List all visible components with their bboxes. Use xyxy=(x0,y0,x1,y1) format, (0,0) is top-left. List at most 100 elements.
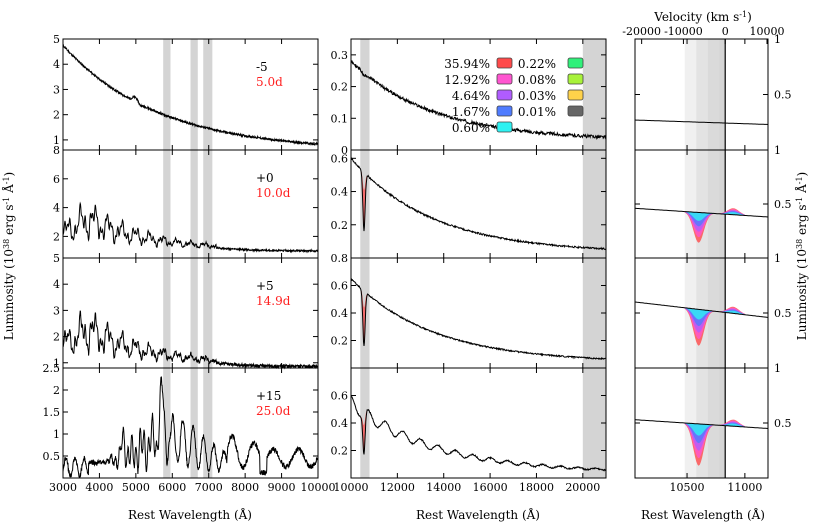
y-tick-label-nir: 0.2 xyxy=(331,445,349,458)
spectrum-lines xyxy=(62,43,769,479)
legend-swatch xyxy=(567,57,584,69)
x-tick-label-near-infrared: 16000 xyxy=(473,481,508,494)
y-tick-label-optical: 2 xyxy=(53,230,60,243)
velocity-tick-label: 10000 xyxy=(749,25,784,38)
y-tick-label-optical: 2 xyxy=(53,384,60,397)
legend-swatch xyxy=(496,105,513,117)
phase-label: -5 xyxy=(256,60,268,74)
x-tick-label-near-infrared: 14000 xyxy=(426,481,461,494)
legend-swatch xyxy=(567,89,584,101)
optical-spectrum--5 xyxy=(62,43,319,146)
x-tick-label-optical: 5000 xyxy=(122,481,150,494)
y-tick-label-nir: 0.8 xyxy=(331,252,349,265)
legend-swatch xyxy=(496,73,513,85)
legend-label: 0.22% xyxy=(518,57,556,71)
x-tick-label-near-infrared: 20000 xyxy=(565,481,600,494)
time-label: 10.0d xyxy=(256,186,291,200)
x-axis-title-zoom: Rest Wavelength (Å) xyxy=(641,507,765,522)
y-tick-label-optical: 1 xyxy=(53,134,60,147)
x-tick-label-optical: 8000 xyxy=(231,481,259,494)
y-tick-label-zoom: 1 xyxy=(774,144,781,157)
zoom-spectrum--5 xyxy=(634,119,769,125)
zoom-spectrum-+5 xyxy=(634,301,769,318)
optical-spectrum-+5 xyxy=(62,310,319,370)
y-tick-label-nir: 0.6 xyxy=(331,280,349,293)
velocity-axis-title: Velocity (km s-1) xyxy=(653,10,752,24)
legend-swatch xyxy=(496,57,513,69)
y-tick-label-optical: 5 xyxy=(53,252,60,265)
zoom-helium-fill-+15-4 xyxy=(684,423,745,436)
x-tick-label-He-I-10830-zoom: 10500 xyxy=(670,481,705,494)
y-tick-label-nir: 0.1 xyxy=(331,112,349,125)
velocity-tick-label: -10000 xyxy=(664,25,703,38)
x-axis-title-nir: Rest Wavelength (Å) xyxy=(416,507,540,522)
optical-spectrum-+15 xyxy=(62,376,319,479)
nir-spectrum--5 xyxy=(350,60,607,141)
y-tick-label-nir: 0.2 xyxy=(331,219,349,232)
legend-label: 0.08% xyxy=(518,73,556,87)
y-tick-label-nir: 0.3 xyxy=(331,49,349,62)
legend-label: 35.94% xyxy=(444,57,490,71)
y-tick-label-optical: 5 xyxy=(53,33,60,46)
time-label: 25.0d xyxy=(256,404,291,418)
legend-label: 12.92% xyxy=(444,73,490,87)
nir-spectrum-+0 xyxy=(351,157,607,251)
legend: 35.94% 12.92% 4.64% 1.67% 0.60% 0.22% 0.08% 0.0… xyxy=(444,57,584,135)
y-tick-label-nir: 0.4 xyxy=(331,417,349,430)
y-tick-label-optical: 2 xyxy=(53,331,60,344)
zoom-helium-fill-+0-4 xyxy=(684,211,745,221)
y-tick-label-optical: 4 xyxy=(53,202,60,215)
legend-swatch xyxy=(496,121,513,133)
panel-frame-0-3 xyxy=(62,367,319,479)
y-tick-label-optical: 2 xyxy=(53,109,60,122)
y-tick-label-optical: 1 xyxy=(53,357,60,370)
optical-spectrum-+0 xyxy=(62,201,319,254)
x-tick-label-near-infrared: 18000 xyxy=(519,481,554,494)
nir-spectrum-+15 xyxy=(350,395,607,472)
x-tick-label-He-I-10830-zoom: 11000 xyxy=(727,481,762,494)
right-y-axis-title: Luminosity (1038 erg s-1 Å-1) xyxy=(794,172,809,341)
x-tick-label-optical: 10000 xyxy=(301,481,336,494)
panel-frame-1-2 xyxy=(350,257,607,369)
y-tick-label-optical: 3 xyxy=(53,83,60,96)
y-tick-label-zoom: 0.5 xyxy=(774,307,792,320)
y-tick-label-nir: 0.4 xyxy=(331,307,349,320)
x-tick-label-optical: 9000 xyxy=(268,481,296,494)
y-tick-label-optical: 3 xyxy=(53,304,60,317)
y-tick-label-zoom: 1 xyxy=(774,362,781,375)
y-tick-label-nir: 0.6 xyxy=(331,390,349,403)
y-tick-label-nir: 0.2 xyxy=(331,335,349,348)
x-tick-label-optical: 6000 xyxy=(158,481,186,494)
y-tick-label-nir: 0.6 xyxy=(331,152,349,165)
y-tick-label-zoom: 1 xyxy=(774,252,781,265)
phase-label: +0 xyxy=(256,171,274,185)
y-tick-label-optical: 8 xyxy=(53,144,60,157)
zoom-helium-fill-+5-4 xyxy=(684,307,745,320)
y-tick-label-optical: 2.5 xyxy=(43,362,61,375)
y-tick-label-optical: 4 xyxy=(53,278,60,291)
legend-label: 1.67% xyxy=(452,105,490,119)
y-tick-label-zoom: 0.5 xyxy=(774,89,792,102)
legend-swatch xyxy=(567,105,584,117)
y-tick-label-nir: 0 xyxy=(341,144,348,157)
phase-label: +15 xyxy=(256,389,281,403)
axis-ticks xyxy=(62,38,768,478)
legend-swatch xyxy=(567,73,584,85)
legend-label: 4.64% xyxy=(452,89,490,103)
y-tick-label-optical: 1.5 xyxy=(43,406,61,419)
zoom-spectrum-+15 xyxy=(634,419,769,429)
x-tick-label-near-infrared: 10000 xyxy=(334,481,369,494)
time-label: 5.0d xyxy=(256,75,283,89)
x-tick-label-optical: 3000 xyxy=(49,481,77,494)
legend-label: 0.03% xyxy=(518,89,556,103)
y-tick-label-nir: 0.4 xyxy=(331,186,349,199)
y-tick-label-nir: 0.2 xyxy=(331,81,349,94)
zoom-spectrum-+0 xyxy=(634,207,769,218)
x-tick-label-near-infrared: 12000 xyxy=(380,481,415,494)
time-label: 14.9d xyxy=(256,294,291,308)
panel-frame-1-1 xyxy=(350,149,607,259)
legend-label: 0.60% xyxy=(452,121,490,135)
legend-label: 0.01% xyxy=(518,105,556,119)
velocity-tick-label: 0 xyxy=(722,25,729,38)
